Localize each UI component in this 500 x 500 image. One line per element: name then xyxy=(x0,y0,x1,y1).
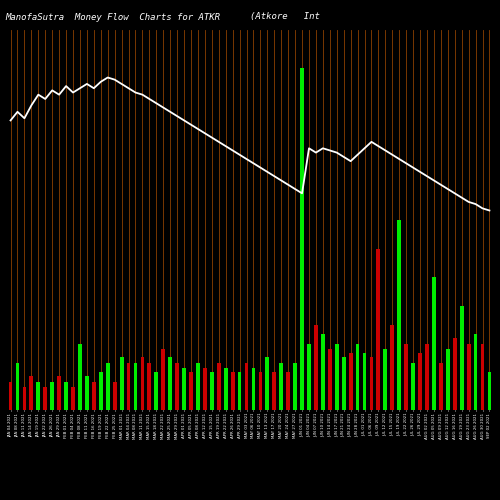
Bar xyxy=(398,220,401,410)
Bar xyxy=(30,376,34,410)
Bar xyxy=(50,382,54,410)
Bar xyxy=(140,357,144,410)
Bar xyxy=(210,372,214,410)
Bar xyxy=(307,344,311,410)
Bar xyxy=(175,362,179,410)
Bar xyxy=(474,334,478,410)
Bar xyxy=(71,387,75,410)
Bar xyxy=(120,357,124,410)
Bar xyxy=(217,362,220,410)
Bar xyxy=(384,349,387,410)
Bar xyxy=(78,344,82,410)
Bar xyxy=(425,344,429,410)
Text: (Atkore   Int: (Atkore Int xyxy=(250,12,320,22)
Bar xyxy=(488,372,492,410)
Bar xyxy=(390,324,394,410)
Bar xyxy=(203,368,207,410)
Bar xyxy=(36,382,40,410)
Bar xyxy=(44,387,47,410)
Bar xyxy=(266,357,270,410)
Bar xyxy=(348,353,352,410)
Bar xyxy=(411,362,415,410)
Bar xyxy=(85,376,89,410)
Bar xyxy=(356,344,360,410)
Bar xyxy=(64,382,68,410)
Bar xyxy=(224,368,228,410)
Bar xyxy=(154,372,158,410)
Bar xyxy=(196,362,200,410)
Bar xyxy=(453,338,456,410)
Bar xyxy=(439,362,443,410)
Bar xyxy=(370,357,374,410)
Bar xyxy=(466,344,470,410)
Bar xyxy=(480,344,484,410)
Bar xyxy=(230,372,234,410)
Bar xyxy=(126,362,130,410)
Bar xyxy=(148,362,152,410)
Bar xyxy=(314,324,318,410)
Bar xyxy=(57,376,61,410)
Bar xyxy=(106,362,110,410)
Bar xyxy=(22,387,26,410)
Bar xyxy=(362,353,366,410)
Bar xyxy=(16,362,20,410)
Bar xyxy=(8,382,12,410)
Bar xyxy=(189,372,193,410)
Bar xyxy=(99,372,102,410)
Bar xyxy=(300,68,304,410)
Bar xyxy=(321,334,325,410)
Bar xyxy=(342,357,345,410)
Bar xyxy=(238,372,242,410)
Bar xyxy=(272,372,276,410)
Bar xyxy=(244,362,248,410)
Bar xyxy=(404,344,408,410)
Bar xyxy=(432,277,436,410)
Bar xyxy=(418,353,422,410)
Bar xyxy=(92,382,96,410)
Bar xyxy=(376,248,380,410)
Bar xyxy=(286,372,290,410)
Bar xyxy=(168,357,172,410)
Bar xyxy=(258,372,262,410)
Bar xyxy=(113,382,116,410)
Bar xyxy=(328,349,332,410)
Bar xyxy=(293,362,297,410)
Bar xyxy=(460,306,464,410)
Bar xyxy=(446,349,450,410)
Text: ManofaSutra  Money Flow  Charts for ATKR: ManofaSutra Money Flow Charts for ATKR xyxy=(5,12,220,22)
Bar xyxy=(280,362,283,410)
Bar xyxy=(335,344,338,410)
Bar xyxy=(162,349,165,410)
Bar xyxy=(134,362,138,410)
Bar xyxy=(252,368,256,410)
Bar xyxy=(182,368,186,410)
